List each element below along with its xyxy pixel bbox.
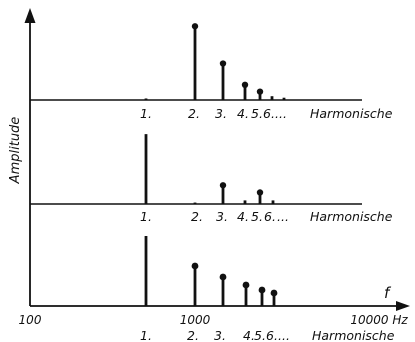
panel-1-harmonic-label-5: 5. bbox=[251, 106, 263, 121]
panel-3-harmonic-6-marker bbox=[270, 289, 278, 297]
panel-3-harmonic-suffix: Harmonische bbox=[312, 328, 395, 342]
y-axis-group: Amplitude bbox=[8, 8, 36, 306]
panel-2-harmonic-label-7: ... bbox=[277, 209, 289, 224]
panel-3-harmonic-label-6: 6. bbox=[266, 328, 278, 342]
panel-2-harmonic-label-2: 2. bbox=[191, 209, 203, 224]
panel-2-harmonic-label-6: 6. bbox=[264, 209, 276, 224]
panel-2-harmonic-label-3: 3. bbox=[216, 209, 228, 224]
spectrum-panel-3: 1. 2. 3. 4. 5. 6.... Harmonische bbox=[140, 236, 395, 342]
x-axis-symbol: f bbox=[384, 284, 392, 302]
panel-1-harmonic-label-7: ... bbox=[275, 106, 287, 121]
spectrum-panel-1: 1. 2. 3. 4. 5. 6.... Harmonische bbox=[30, 23, 393, 121]
panel-1-harmonic-label-3: 3. bbox=[215, 106, 227, 121]
panel-1-harmonic-label-4: 4. bbox=[237, 106, 249, 121]
panel-1-harmonic-suffix: Harmonische bbox=[310, 106, 393, 121]
panel-2-harmonic-3-marker bbox=[219, 182, 227, 189]
panel-3-harmonic-label-1: 1. bbox=[140, 328, 152, 342]
panel-3-harmonic-label-3: 3. bbox=[214, 328, 226, 342]
panel-1-harmonic-label-1: 1. bbox=[140, 106, 152, 121]
x-tick-label-100: 100 bbox=[19, 313, 42, 327]
panel-2-harmonic-label-4: 4. bbox=[237, 209, 249, 224]
panel-3-harmonic-5-marker bbox=[258, 286, 266, 294]
x-axis-arrow-icon bbox=[396, 301, 410, 311]
panel-1-harmonic-4-marker bbox=[241, 81, 249, 89]
x-tick-label-10000: 10000 Hz bbox=[350, 313, 408, 327]
panel-2-harmonic-label-5: 5. bbox=[251, 209, 263, 224]
panel-3-harmonic-3-marker bbox=[219, 273, 227, 281]
panel-3-harmonic-label-2: 2. bbox=[187, 328, 199, 342]
panel-1-harmonic-label-6: 6. bbox=[263, 106, 275, 121]
y-axis-arrow-icon bbox=[24, 8, 36, 23]
y-axis-label: Amplitude bbox=[8, 117, 23, 185]
panel-3-harmonic-label-5: 5. bbox=[254, 328, 266, 342]
panel-1-harmonic-2-marker bbox=[191, 23, 199, 30]
panel-1-harmonic-label-2: 2. bbox=[188, 106, 200, 121]
spectrum-panel-2: 1. 2. 3. 4. 5. 6.... Harmonische bbox=[30, 134, 393, 224]
panel-2-harmonic-suffix: Harmonische bbox=[310, 209, 393, 224]
panel-1-harmonic-3-marker bbox=[219, 60, 227, 67]
x-axis-group: f 100 1000 10000 Hz bbox=[19, 284, 410, 327]
panel-2-harmonic-5-marker bbox=[256, 189, 264, 196]
panel-3-harmonic-4-marker bbox=[242, 281, 250, 289]
x-tick-label-1000: 1000 bbox=[180, 313, 211, 327]
panel-3-harmonic-label-4: 4. bbox=[243, 328, 255, 342]
panel-3-harmonic-2-marker bbox=[191, 262, 199, 270]
panel-2-harmonic-label-1: 1. bbox=[140, 209, 152, 224]
panel-1-harmonic-5-marker bbox=[256, 88, 264, 95]
panel-3-harmonic-label-7: ... bbox=[278, 328, 290, 342]
